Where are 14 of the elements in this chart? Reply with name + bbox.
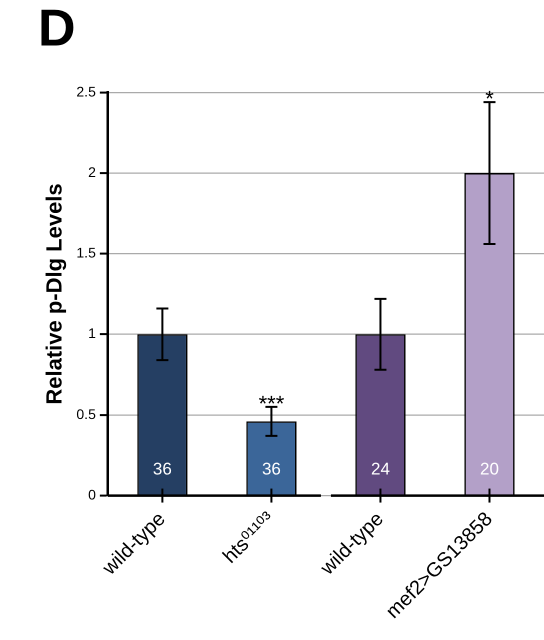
y-tick-label: 1.5 (76, 244, 96, 261)
y-tick-label: 0.5 (76, 406, 96, 422)
y-tick-label: 1 (88, 325, 96, 342)
y-tick-label: 2 (88, 164, 96, 180)
annotation: *** (258, 390, 285, 416)
annotation: 20 (480, 459, 499, 478)
annotation: 24 (370, 459, 390, 478)
y-tick-label: 0 (88, 486, 96, 502)
annotation: * (485, 86, 494, 112)
y-axis-title: Relative p-Dlg Levels (41, 183, 66, 405)
annotation: 36 (262, 459, 281, 478)
chart-title: D (38, 0, 76, 58)
y-tick-label: 2.5 (76, 83, 96, 100)
annotation: 36 (152, 459, 172, 478)
